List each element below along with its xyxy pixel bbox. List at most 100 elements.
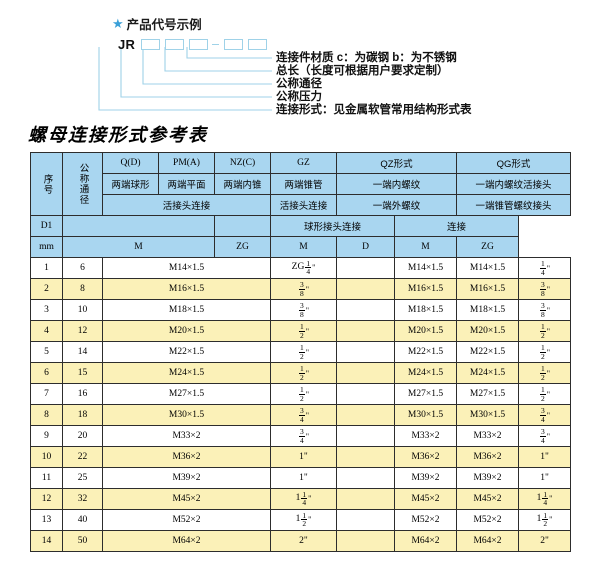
cell-qg-zg: 3 4 " — [518, 425, 572, 447]
header-type-qg: 一端内螺纹活接头 — [456, 173, 572, 195]
cell-qz-d: M16×1.5 — [393, 278, 458, 300]
code-box-2 — [165, 39, 185, 50]
cell-m-main: M18×1.5 — [102, 299, 271, 321]
table-row: 12 32 M45×2 1 1 4 " M45×2 M45×2 1 1 4 " — [30, 488, 572, 510]
cell-seq: 1 — [30, 257, 63, 279]
cell-qg-m: M22×1.5 — [456, 341, 520, 363]
leader-lines — [98, 47, 272, 111]
cell-qz-d: M30×1.5 — [393, 404, 458, 426]
header-row-codes: 序号 公称通径 Q(D) PM(A) NZ(C) GZ QZ形式 QG形式 — [30, 152, 572, 216]
cell-qz-m — [336, 509, 395, 531]
cell-dn: 32 — [62, 488, 103, 510]
cell-gz-zg: 1 2 " — [270, 383, 337, 405]
code-dash — [212, 43, 220, 46]
cell-seq: 14 — [30, 530, 63, 552]
cell-dn: 20 — [62, 425, 103, 447]
cell-seq: 4 — [30, 320, 63, 342]
cell-seq: 6 — [30, 362, 63, 384]
header-seq: 序号 — [30, 152, 63, 216]
table-row: 7 16 M27×1.5 1 2 " M27×1.5 M27×1.5 1 2 " — [30, 383, 572, 405]
table-row: 5 14 M22×1.5 1 2 " M22×1.5 M22×1.5 1 2 " — [30, 341, 572, 363]
header-row-units: mm M ZG M D M ZG — [30, 236, 571, 258]
header-unit-d-qz: D — [336, 236, 395, 258]
cell-qz-d: M20×1.5 — [393, 320, 458, 342]
cell-qz-m — [336, 425, 395, 447]
cell-dn: 15 — [62, 362, 103, 384]
header-nominal-diameter: 公称通径 — [62, 152, 103, 216]
code-example-heading: ★ 产品代号示例 — [112, 14, 202, 33]
cell-qz-d: M64×2 — [393, 530, 458, 552]
cell-m-main: M33×2 — [102, 425, 271, 447]
cell-qz-m — [336, 467, 395, 489]
cell-m-main: M22×1.5 — [102, 341, 271, 363]
table-row: 4 12 M20×1.5 1 2 " M20×1.5 M20×1.5 1 2 " — [30, 320, 572, 342]
header-unit-m-main: M — [62, 236, 215, 258]
cell-dn: 8 — [62, 278, 103, 300]
header-row-connect-1: 活接头连接 活接头连接 一端外螺纹 一端锥管螺纹接头 — [31, 194, 572, 216]
table-body: 1 6 M14×1.5 ZG 1 4 " M14×1.5 M14×1.5 1 4 " 2 8 M16×1.… — [30, 257, 572, 552]
header-connect-main: 活接头连接 — [102, 194, 271, 216]
cell-qg-zg: 1 2 " — [518, 362, 572, 384]
cell-m-main: M27×1.5 — [102, 383, 271, 405]
header-code-pma: PM(A) — [158, 152, 215, 174]
cell-qz-m — [336, 320, 395, 342]
cell-seq: 13 — [30, 509, 63, 531]
cell-qg-m: M39×2 — [456, 467, 520, 489]
table-row: 1 6 M14×1.5 ZG 1 4 " M14×1.5 M14×1.5 1 4 " — [30, 257, 572, 279]
cell-qg-m: M27×1.5 — [456, 383, 520, 405]
cell-m-main: M45×2 — [102, 488, 271, 510]
cell-dn: 50 — [62, 530, 103, 552]
cell-m-main: M36×2 — [102, 446, 271, 468]
cell-qz-d: M36×2 — [393, 446, 458, 468]
header-type-qd: 两端球形 — [102, 173, 159, 195]
cell-seq: 11 — [30, 467, 63, 489]
header-type-nzc: 两端内锥 — [214, 173, 271, 195]
annotation-nominal-diameter: 公称通径 — [276, 78, 322, 90]
table-row: 11 25 M39×2 1" M39×2 M39×2 1" — [30, 467, 572, 489]
header-unit-m-qg: M — [393, 236, 458, 258]
table-row: 9 20 M33×2 3 4 " M33×2 M33×2 3 4 " — [30, 425, 572, 447]
cell-qg-zg: 1" — [518, 467, 572, 489]
cell-qz-d: M14×1.5 — [393, 257, 458, 279]
table-header: 序号 公称通径 Q(D) PM(A) NZ(C) GZ QZ形式 QG形式 两端… — [30, 152, 572, 258]
header-row-d1: D1 球形接头连接 连接 — [30, 215, 571, 237]
header-connect-qg-2: 连接 — [393, 215, 520, 237]
header-unit-mm: mm — [30, 236, 63, 258]
code-box-4 — [224, 39, 244, 50]
cell-qg-m: M20×1.5 — [456, 320, 520, 342]
cell-qg-zg: 1 2 " — [518, 341, 572, 363]
header-connect-qz: 一端外螺纹 — [335, 194, 458, 216]
cell-m-main: M24×1.5 — [102, 362, 271, 384]
header-code-gz: GZ — [270, 152, 337, 174]
header-unit-m-qz: M — [270, 236, 337, 258]
header-unit-zg-gz: ZG — [214, 236, 271, 258]
header-connect-gz: 活接头连接 — [270, 194, 337, 216]
header-code-qd: Q(D) — [102, 152, 159, 174]
cell-gz-zg: 2" — [270, 530, 337, 552]
cell-seq: 5 — [30, 341, 63, 363]
table-row: 14 50 M64×2 2" M64×2 M64×2 2" — [30, 530, 572, 552]
cell-m-main: M14×1.5 — [102, 257, 271, 279]
cell-gz-zg: 1" — [270, 467, 337, 489]
header-code-qg: QG形式 — [456, 152, 572, 174]
cell-gz-zg: 1 2 " — [270, 362, 337, 384]
cell-qg-m: M33×2 — [456, 425, 520, 447]
code-box-5 — [248, 39, 268, 50]
header-connect-qz-2: 球形接头连接 — [270, 215, 395, 237]
cell-dn: 22 — [62, 446, 103, 468]
code-box-3 — [189, 39, 209, 50]
cell-qg-zg: 1 2 " — [518, 320, 572, 342]
cell-qg-m: M24×1.5 — [456, 362, 520, 384]
cell-dn: 12 — [62, 320, 103, 342]
code-example-heading-text: 产品代号示例 — [126, 18, 202, 32]
cell-m-main: M52×2 — [102, 509, 271, 531]
header-type-gz: 两端锥管 — [270, 173, 337, 195]
table-row: 2 8 M16×1.5 3 8 " M16×1.5 M16×1.5 3 8 " — [30, 278, 572, 300]
cell-seq: 8 — [30, 404, 63, 426]
cell-qz-m — [336, 278, 395, 300]
nut-connection-reference-table: 序号 公称通径 Q(D) PM(A) NZ(C) GZ QZ形式 QG形式 两端… — [30, 152, 572, 552]
cell-qz-d: M52×2 — [393, 509, 458, 531]
cell-qz-m — [336, 299, 395, 321]
cell-m-main: M20×1.5 — [102, 320, 271, 342]
header-code-qz: QZ形式 — [335, 152, 458, 174]
